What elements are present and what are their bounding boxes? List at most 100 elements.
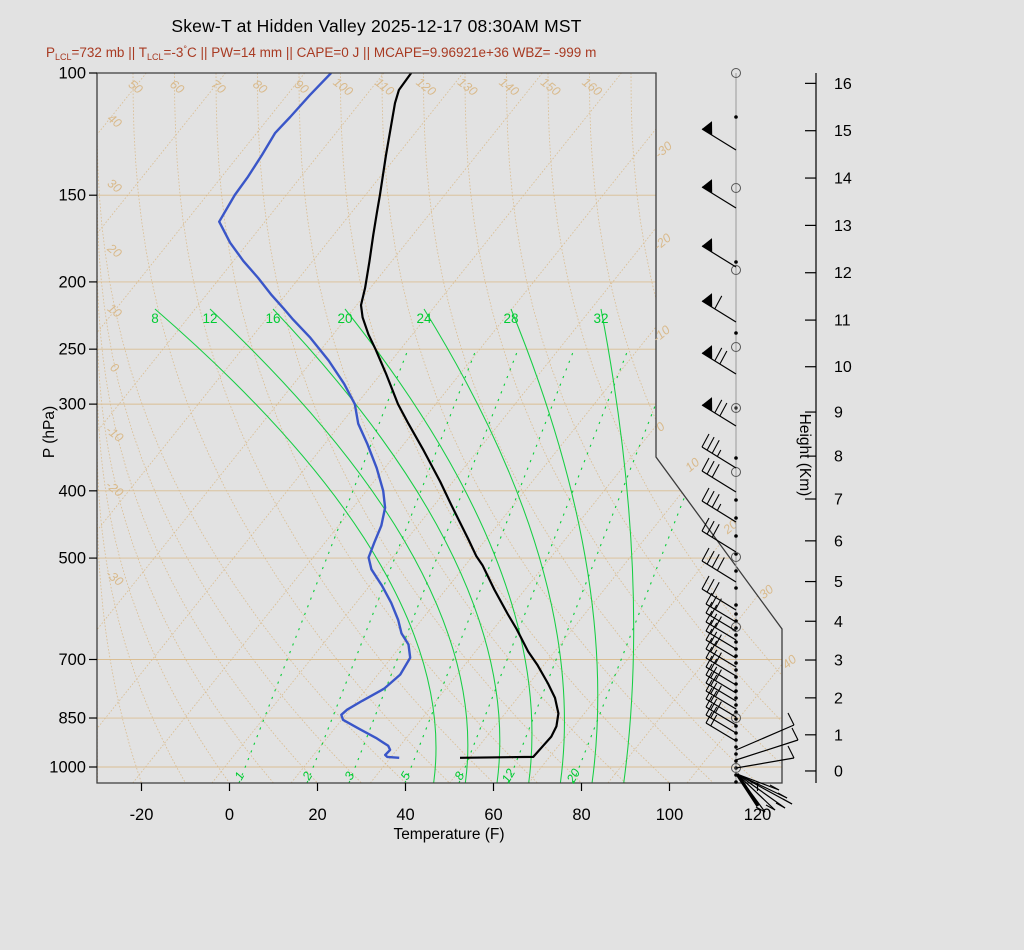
mixing-ratio-label: 5	[398, 769, 414, 782]
height-tick-label: 15	[834, 123, 852, 140]
staff-dot	[734, 552, 738, 556]
wind-barb-shaft	[701, 245, 737, 268]
staff-dot	[734, 661, 738, 665]
moist-adiabat-line	[423, 308, 565, 783]
dry-adiabat-label: 70	[209, 77, 229, 97]
wind-barb-pennant	[702, 238, 713, 253]
staff-dot	[734, 780, 738, 784]
dry-adiabat-line	[464, 73, 782, 783]
wind-barb-surface-stub	[735, 773, 760, 807]
wind-barb-tick	[701, 547, 710, 562]
wind-barb-tick	[765, 804, 776, 811]
staff-circle	[731, 183, 741, 193]
dry-adiabat-label: 30	[105, 176, 125, 196]
wind-barb-tick	[706, 550, 715, 565]
wind-barb-tick	[710, 666, 718, 679]
isotherm-label: -10	[650, 323, 673, 345]
wind-barb-tick	[791, 727, 799, 741]
plot-border	[96, 72, 783, 784]
staff-dot	[734, 569, 738, 573]
wind-barb-tick	[701, 517, 710, 532]
dry-adiabat-label: 80	[250, 77, 270, 97]
staff-dot	[734, 456, 738, 460]
dry-adiabat-line	[755, 73, 782, 783]
isotherm-label: -20	[651, 231, 674, 253]
dry-adiabat-label: 100	[330, 75, 355, 99]
dry-adiabat-line	[713, 73, 782, 783]
wind-barb-tick	[710, 658, 718, 671]
isotherm-line	[97, 73, 543, 783]
moist-adiabat-line	[510, 308, 599, 783]
staff-dot	[734, 696, 738, 700]
wind-barb-tick	[714, 652, 722, 664]
staff-dot	[734, 331, 738, 335]
staff-dot	[734, 752, 738, 756]
staff-dot	[734, 633, 738, 637]
height-axis-title: Height (Km)	[796, 414, 813, 497]
wind-barb-shaft	[705, 657, 737, 677]
wind-barb-tick	[719, 350, 728, 365]
wind-barb-tick	[706, 578, 715, 593]
dry-adiabat-label: 50	[126, 77, 146, 97]
wind-barb-tick	[710, 640, 718, 653]
temperature-tick-label: 120	[744, 806, 772, 824]
wind-barb-shaft	[705, 722, 737, 742]
wind-barb-shaft	[705, 621, 737, 641]
wind-barb-tick	[705, 592, 713, 605]
wind-barb-pennant	[702, 121, 713, 136]
wind-barb-tick	[714, 685, 722, 697]
staff-circle	[731, 342, 741, 352]
staff-circle	[731, 68, 741, 78]
moist-adiabat-line	[272, 308, 501, 783]
wind-barb-shaft	[701, 446, 737, 469]
wind-barb-shaft	[736, 773, 786, 809]
height-tick-label: 5	[834, 574, 843, 591]
pressure-tick-label: 700	[58, 651, 86, 669]
height-tick-label: 11	[834, 313, 851, 330]
wind-barb-tick	[777, 792, 788, 799]
height-tick-label: 9	[834, 405, 843, 422]
dry-adiabat-label: -10	[103, 423, 126, 445]
wind-barb-tick	[705, 601, 713, 614]
height-tick-label: 14	[834, 171, 852, 188]
moist-adiabat-label: 12	[202, 311, 217, 326]
wind-barb-shaft	[736, 773, 793, 805]
dewpoint-curve	[218, 73, 412, 759]
dry-adiabat-label: 10	[105, 301, 125, 321]
pressure-tick-label: 100	[58, 65, 86, 83]
wind-barb-tick	[711, 582, 720, 596]
wind-barb-tick	[705, 679, 713, 692]
temperature-tick-label: 40	[396, 806, 414, 824]
dry-adiabat-label: -20	[103, 478, 126, 500]
wind-barb-shaft	[701, 300, 737, 323]
height-tick-label: 16	[834, 76, 852, 93]
wind-barb-tick	[775, 802, 786, 809]
staff-dot	[734, 745, 738, 749]
wind-barb-tick	[706, 520, 715, 535]
dry-adiabat-line	[97, 304, 274, 783]
temperature-tick-label: 80	[572, 806, 590, 824]
wind-barb-tick	[787, 712, 795, 726]
wind-barb-shaft	[736, 773, 780, 791]
wind-barb-shaft	[701, 404, 737, 427]
height-tick-label: 3	[834, 653, 843, 670]
dry-adiabat-line	[797, 73, 1024, 783]
wind-barb-tick	[710, 714, 718, 727]
moist-adiabat-label: 20	[337, 311, 352, 326]
wind-barb-tick	[705, 687, 713, 700]
mixing-ratio-label: 20	[563, 766, 583, 786]
isotherm-line	[97, 73, 147, 783]
moist-adiabat-line	[154, 308, 437, 783]
dry-adiabat-line	[381, 73, 714, 783]
dry-adiabat-label: 0	[107, 360, 121, 375]
moist-adiabat-line	[344, 308, 533, 783]
height-tick-label: 12	[834, 265, 852, 282]
height-tick-label: 8	[834, 449, 843, 466]
wind-barb-tick	[719, 402, 728, 417]
wind-barb-shaft	[701, 560, 737, 583]
wind-barb-shaft	[705, 698, 737, 718]
wind-barb-tick	[716, 557, 725, 571]
staff-dot	[734, 498, 738, 502]
staff-dot	[734, 260, 738, 264]
